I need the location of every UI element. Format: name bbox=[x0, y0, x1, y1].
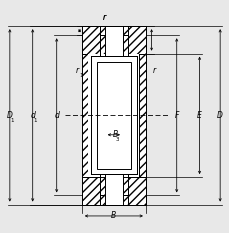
Text: r: r bbox=[152, 66, 155, 75]
Polygon shape bbox=[91, 56, 136, 174]
Polygon shape bbox=[91, 56, 94, 62]
Polygon shape bbox=[100, 35, 104, 195]
Polygon shape bbox=[100, 26, 127, 35]
Polygon shape bbox=[91, 169, 94, 174]
Polygon shape bbox=[82, 26, 145, 54]
Polygon shape bbox=[123, 35, 127, 195]
Text: r: r bbox=[103, 13, 106, 22]
Text: r: r bbox=[103, 13, 106, 22]
Polygon shape bbox=[133, 169, 136, 174]
Text: 1: 1 bbox=[11, 118, 14, 123]
Text: 1: 1 bbox=[79, 73, 82, 78]
Text: B: B bbox=[112, 130, 117, 139]
Polygon shape bbox=[82, 54, 88, 177]
Text: d: d bbox=[30, 111, 35, 120]
Text: D: D bbox=[216, 111, 222, 120]
Text: d: d bbox=[54, 111, 59, 120]
Text: F: F bbox=[174, 111, 178, 120]
Text: D: D bbox=[7, 111, 13, 120]
Polygon shape bbox=[100, 195, 127, 205]
Text: B: B bbox=[111, 211, 116, 220]
Polygon shape bbox=[104, 26, 123, 205]
Polygon shape bbox=[139, 54, 145, 177]
Text: E: E bbox=[196, 111, 201, 120]
Polygon shape bbox=[82, 177, 145, 205]
Text: r: r bbox=[75, 66, 79, 75]
Polygon shape bbox=[88, 54, 139, 177]
Text: 3: 3 bbox=[115, 137, 119, 142]
Polygon shape bbox=[96, 62, 131, 169]
Polygon shape bbox=[133, 56, 136, 62]
Text: 1: 1 bbox=[33, 118, 37, 123]
